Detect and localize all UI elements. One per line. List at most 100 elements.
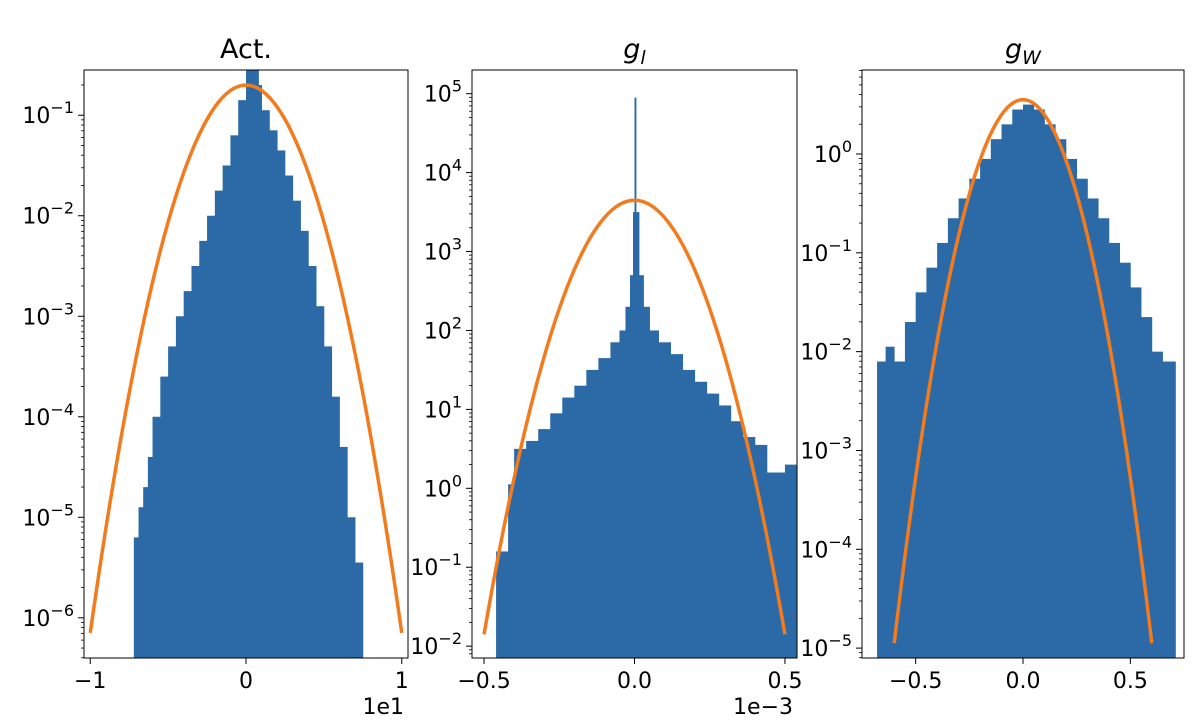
histogram-bar: [1087, 198, 1099, 658]
histogram-bar: [625, 306, 631, 658]
y-tick-label: 10−5: [800, 631, 852, 662]
histogram-bar: [199, 240, 208, 658]
histogram-bar: [894, 361, 906, 658]
histogram-bar: [904, 322, 917, 658]
histogram-bar: [706, 393, 720, 658]
y-tick-label: 10−1: [800, 236, 852, 267]
histogram-bar: [514, 448, 527, 658]
histogram-bar: [639, 275, 644, 658]
histogram-bar: [1023, 104, 1035, 658]
histogram-bar: [915, 292, 927, 658]
histogram-bar: [670, 354, 684, 658]
histogram-bar: [754, 444, 768, 658]
y-tick-label: 100: [814, 137, 852, 168]
y-tick-label: 10−3: [22, 299, 74, 330]
y-tick-label: 10−6: [22, 601, 74, 632]
histogram-bar: [980, 158, 992, 658]
y-tick-label: 10−3: [800, 433, 852, 464]
histogram-bar: [300, 230, 309, 658]
histogram-bar: [947, 218, 959, 658]
histogram-bar: [629, 275, 634, 658]
histogram-bar: [339, 446, 348, 658]
histogram-bar: [937, 242, 949, 658]
histogram-bar: [1151, 351, 1163, 658]
histogram-bar: [550, 413, 563, 658]
histogram-bar: [1108, 242, 1120, 658]
x-tick-label: 0.5: [1113, 669, 1148, 694]
histogram-bar: [323, 346, 333, 658]
histogram-bar: [885, 346, 895, 658]
histogram-bar: [175, 316, 185, 658]
histogram-bar: [742, 437, 756, 658]
histogram-bar: [682, 369, 696, 658]
histogram-bar: [168, 346, 177, 658]
histogram-bar: [586, 369, 599, 658]
histogram-bars: [133, 70, 364, 658]
histogram-bar: [191, 266, 200, 658]
x-tick-label: −1: [74, 669, 106, 694]
histogram-bar: [284, 175, 294, 658]
gaussian-fit-line: [482, 198, 787, 635]
histogram-bar: [1033, 109, 1045, 658]
histogram-bars: [496, 97, 797, 658]
histogram-bar: [214, 190, 224, 658]
x-tick-label: 0.0: [1006, 669, 1041, 694]
histogram-bar: [316, 306, 325, 658]
histogram-bar: [1065, 158, 1078, 658]
y-tick-label: 10−2: [800, 335, 852, 366]
x-tick-label: 0: [239, 669, 253, 694]
histogram-bar: [926, 267, 938, 658]
histogram-bar: [1076, 178, 1088, 658]
y-tick-label: 104: [424, 156, 462, 187]
histogram-bar: [1119, 262, 1131, 658]
x-axis-multiplier: 1e−3: [733, 695, 793, 720]
histogram-bar: [969, 178, 981, 658]
histogram-bar: [658, 342, 672, 658]
histogram-bar: [784, 464, 797, 658]
histogram-bar: [636, 212, 640, 658]
histogram-bar: [1012, 109, 1024, 658]
histogram-bar: [331, 396, 340, 658]
x-tick-label: −0.5: [457, 669, 510, 694]
histogram-bar: [183, 291, 192, 658]
histogram-bar: [253, 70, 259, 658]
y-tick-label: 10−1: [22, 98, 74, 129]
y-tick-label: 101: [424, 392, 462, 423]
y-tick-label: 10−5: [22, 500, 74, 531]
histogram-bar: [160, 376, 169, 658]
histogram-bar: [347, 517, 356, 658]
histogram-bar: [649, 330, 659, 658]
histogram-bar: [958, 198, 970, 658]
x-tick-label: 0.5: [767, 669, 802, 694]
y-tick-label: 10−2: [410, 629, 462, 660]
histogram-bar: [694, 381, 708, 658]
histogram-bar: [598, 358, 611, 658]
histogram-bar: [1162, 361, 1170, 658]
histogram-bar: [990, 139, 1002, 658]
gaussian-fit-line: [892, 97, 1154, 644]
histogram-bar: [496, 551, 509, 658]
histogram-bar: [355, 562, 364, 658]
histogram-bar: [308, 266, 317, 658]
histogram-bar: [1001, 124, 1013, 658]
panel-title: gl: [623, 34, 646, 69]
histogram-bar: [230, 135, 239, 658]
histogram-bar: [258, 85, 262, 658]
histogram-bar: [133, 537, 139, 658]
y-tick-label: 10−2: [22, 199, 74, 230]
histogram-bar: [147, 456, 153, 658]
histogram-bar: [610, 342, 620, 658]
histogram-bar: [269, 130, 278, 658]
y-tick-label: 103: [424, 235, 462, 266]
gaussian-fit-line: [88, 83, 404, 634]
y-tick-label: 102: [424, 313, 462, 344]
histogram-bar: [633, 212, 635, 658]
histogram-bar: [643, 306, 650, 658]
histogram-bar: [1055, 139, 1067, 658]
panel-gl: −0.5 0.0 0.5 10−2 10−1 100 101 102 103 104 105 gl 1e…: [410, 34, 802, 720]
histogram-bar: [1168, 361, 1176, 658]
histogram-bar: [730, 421, 744, 658]
y-tick-label: 10−4: [800, 532, 852, 563]
histogram-bar: [246, 70, 255, 658]
histogram-bar: [1130, 287, 1142, 658]
